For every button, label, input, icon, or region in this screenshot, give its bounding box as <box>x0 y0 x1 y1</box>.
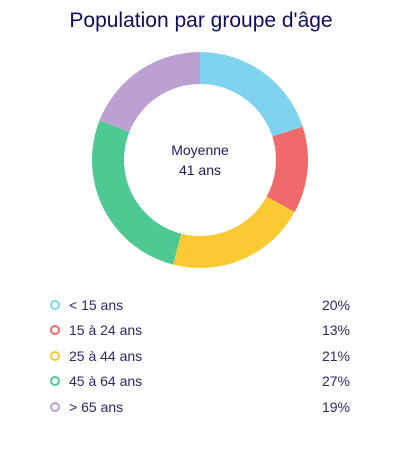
legend-item: > 65 ans 19% <box>50 394 350 420</box>
legend-label: 45 à 64 ans <box>69 373 143 390</box>
donut-slice-5 <box>99 52 200 133</box>
legend-item: 15 à 24 ans 13% <box>50 318 350 344</box>
legend-value: 20% <box>321 296 350 313</box>
legend-label: 25 à 44 ans <box>69 347 143 364</box>
legend-label: 15 à 24 ans <box>69 322 143 339</box>
legend-swatch-icon <box>50 325 60 336</box>
center-label-title: Moyenne <box>171 142 229 158</box>
legend-value: 21% <box>321 347 350 364</box>
donut-slice-2 <box>266 126 308 213</box>
legend-swatch-icon <box>50 350 60 361</box>
legend: < 15 ans 20% 15 à 24 ans 13% 25 à 44 ans 21% 4… <box>50 292 350 420</box>
legend-value: 27% <box>321 373 350 390</box>
legend-swatch-icon <box>50 299 60 310</box>
legend-swatch-icon <box>50 401 60 412</box>
chart-title: Population par groupe d'âge <box>69 9 333 32</box>
legend-label: > 65 ans <box>69 398 124 415</box>
legend-item: < 15 ans 20% <box>50 292 350 318</box>
donut-slice-3 <box>173 196 295 268</box>
legend-label: < 15 ans <box>69 296 124 313</box>
legend-item: 45 à 64 ans 27% <box>50 369 350 395</box>
legend-value: 13% <box>321 322 350 339</box>
legend-item: 25 à 44 ans 21% <box>50 343 350 369</box>
center-label: Moyenne 41 ans <box>130 140 270 180</box>
legend-value: 19% <box>321 398 350 415</box>
donut-slice-4 <box>91 120 182 265</box>
legend-swatch-icon <box>50 376 60 387</box>
center-label-value: 41 ans <box>178 162 222 178</box>
donut-slice-1 <box>200 52 303 137</box>
donut-chart <box>91 52 308 268</box>
